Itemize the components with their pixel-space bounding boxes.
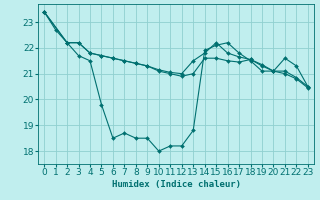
X-axis label: Humidex (Indice chaleur): Humidex (Indice chaleur) <box>111 180 241 189</box>
